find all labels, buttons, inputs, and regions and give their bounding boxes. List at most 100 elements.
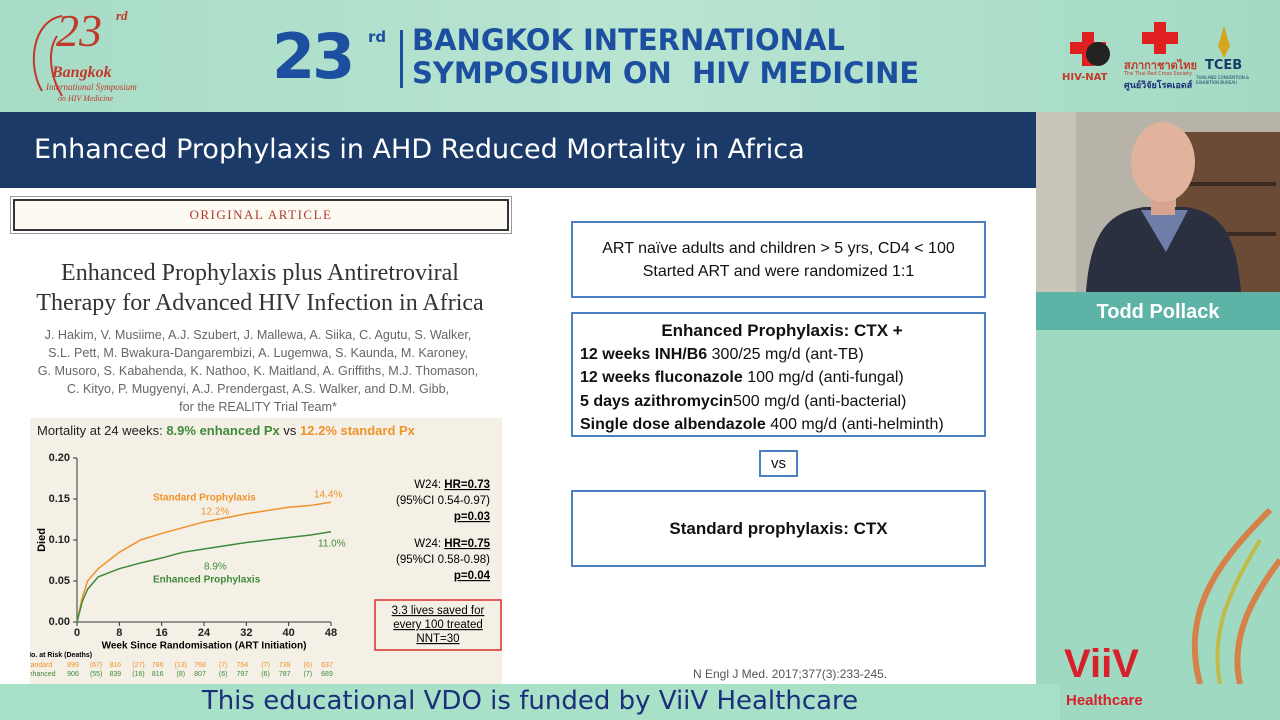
x-tick-label: 0 (74, 627, 80, 639)
risk-count: 807 (194, 671, 206, 678)
regimen: 5 days azithromycin500 mg/d (anti-bacter… (580, 390, 984, 414)
eligibility-line: ART naïve adults and children > 5 yrs, C… (602, 240, 955, 257)
footer: This educational VDO is funded by ViiV H… (0, 684, 1060, 720)
risk-deaths: (6) (219, 671, 228, 678)
partner: TCEB (1205, 58, 1243, 73)
x-tick-label: 24 (198, 627, 211, 639)
partner: HIV-NAT (1062, 72, 1108, 83)
stat-p: p=0.04 (454, 570, 491, 582)
stat-part: HR=0.75 (444, 538, 490, 550)
x-axis-label: Week Since Randomisation (ART Initiation… (102, 641, 307, 652)
chart-title: Mortality at 24 weeks: 8.9% enhanced Px … (37, 423, 416, 438)
y-tick-label: 0.10 (49, 534, 70, 546)
risk-count: 839 (109, 671, 121, 678)
note-line: NNT=30 (416, 633, 459, 645)
stat-part: HR=0.73 (444, 479, 490, 491)
x-tick-label: 32 (240, 627, 252, 639)
slide-body: ORIGINAL ARTICLE Enhanced Prophylaxis pl… (0, 188, 1036, 684)
logo-number: 23 (56, 5, 102, 56)
risk-count: 739 (279, 662, 291, 669)
x-tick-label: 48 (325, 627, 337, 639)
regimen: 12 weeks INH/B6 300/25 mg/d (ant-TB) (580, 343, 984, 367)
header: 23 rd Bangkok International Symposium on… (0, 0, 1280, 112)
article-title-line: Therapy for Advanced HIV Infection in Af… (36, 290, 484, 316)
series-label: Enhanced Prophylaxis (153, 575, 261, 586)
regimen-name: Single dose albendazole (580, 416, 766, 433)
series-label: Standard Prophylaxis (153, 493, 256, 504)
speaker-video (1036, 112, 1280, 292)
regimen-dose: 300/25 mg/d (ant-TB) (711, 345, 864, 363)
stat-part: W24: (414, 538, 444, 550)
logo-suffix: rd (116, 8, 128, 23)
stat-p: p=0.03 (454, 511, 490, 523)
risk-count: 787 (279, 671, 291, 678)
risk-count: 797 (236, 671, 248, 678)
mortality-chart: Mortality at 24 weeks: 8.9% enhanced Px … (30, 418, 502, 684)
risk-deaths: (6) (261, 671, 270, 678)
title-number: 23 (272, 20, 355, 93)
risk-count: 906 (67, 671, 79, 678)
y-axis-label: Died (36, 528, 48, 552)
stat-hr: W24: HR=0.73 (414, 479, 490, 491)
sponsor-logo-sub: Healthcare (1066, 692, 1143, 709)
author-line: J. Hakim, V. Musiime, A.J. Szubert, J. M… (44, 328, 472, 342)
risk-deaths: (8) (177, 671, 186, 678)
speaker-name: Todd Pollack (1036, 292, 1280, 330)
note-line: every 100 treated (393, 619, 483, 631)
partner: The Thai Red Cross Society (1124, 71, 1192, 77)
logo-swirl (32, 15, 63, 97)
note-line: 3.3 lives saved for (392, 605, 485, 617)
standard-box: Standard prophylaxis: CTX (571, 490, 986, 567)
risk-deaths: (13) (175, 662, 187, 669)
risk-deaths: (16) (132, 671, 144, 678)
risk-count: 816 (109, 662, 121, 669)
y-tick-label: 0.05 (49, 575, 70, 587)
logo-subtitle: International Symposium (46, 82, 137, 92)
risk-deaths: (67) (90, 662, 102, 669)
stat-part: W24: (414, 479, 444, 491)
logo-subtitle: on HIV Medicine (58, 94, 113, 103)
y-tick-label: 0.15 (49, 493, 70, 505)
article-title-line: Enhanced Prophylaxis plus Antiretroviral (61, 260, 459, 286)
regimen: Single dose albendazole 400 mg/d (anti-h… (580, 413, 984, 437)
citation: N Engl J Med. 2017;377(3):233-245. (693, 667, 888, 681)
article-authors: J. Hakim, V. Musiime, A.J. Szubert, J. M… (0, 326, 516, 416)
flame-ornament (1191, 507, 1280, 684)
enhanced-heading: Enhanced Prophylaxis: CTX + (661, 321, 903, 340)
series-line (76, 531, 332, 623)
author-line: S.L. Pett, M. Bwakura-Dangarembizi, A. L… (48, 346, 468, 360)
regimen-name: 12 weeks INH/B6 (580, 345, 708, 363)
x-tick-label: 40 (283, 627, 295, 639)
divider (400, 30, 403, 88)
risk-count: 637 (321, 662, 333, 669)
author-line: G. Musoro, S. Kabahenda, K. Nathoo, K. M… (37, 364, 479, 378)
article-title: Enhanced Prophylaxis plus Antiretroviral… (0, 258, 520, 318)
risk-title: No. at Risk (Deaths) (30, 652, 92, 659)
red-cross (1142, 22, 1178, 54)
risk-count: 786 (152, 662, 164, 669)
article-label-box: ORIGINAL ARTICLE (10, 196, 512, 234)
chart-title-part: vs (280, 423, 300, 438)
regimen-dose: 400 mg/d (anti-helminth) (770, 416, 944, 433)
partner: THAILAND CONVENTION & EXHIBITION BUREAU (1196, 75, 1250, 85)
risk-deaths: (7) (219, 662, 228, 669)
hivnat-icon (1070, 32, 1110, 66)
stat-ci: (95%CI 0.54-0.97) (396, 495, 490, 507)
risk-deaths: (6) (304, 662, 313, 669)
risk-deaths: (7) (304, 671, 313, 678)
regimen: 12 weeks fluconazole 100 mg/d (anti-fung… (580, 366, 984, 390)
annotation: 14.4% (314, 490, 342, 501)
speaker-image (1036, 112, 1280, 292)
annotation: 8.9% (204, 562, 227, 573)
risk-count: 754 (236, 662, 248, 669)
title-line: BANGKOK INTERNATIONAL (412, 23, 845, 57)
logo-name: Bangkok (52, 64, 112, 81)
partner: สภากาชาดไทย (1124, 59, 1197, 72)
chart-title-part: Mortality at 24 weeks: (37, 423, 166, 438)
risk-count: 816 (152, 671, 164, 678)
risk-deaths: (27) (132, 662, 144, 669)
risk-row-name: Enhanced (30, 671, 56, 678)
regimen-name: 12 weeks fluconazole (580, 369, 743, 386)
versus-box: vs (759, 450, 798, 477)
